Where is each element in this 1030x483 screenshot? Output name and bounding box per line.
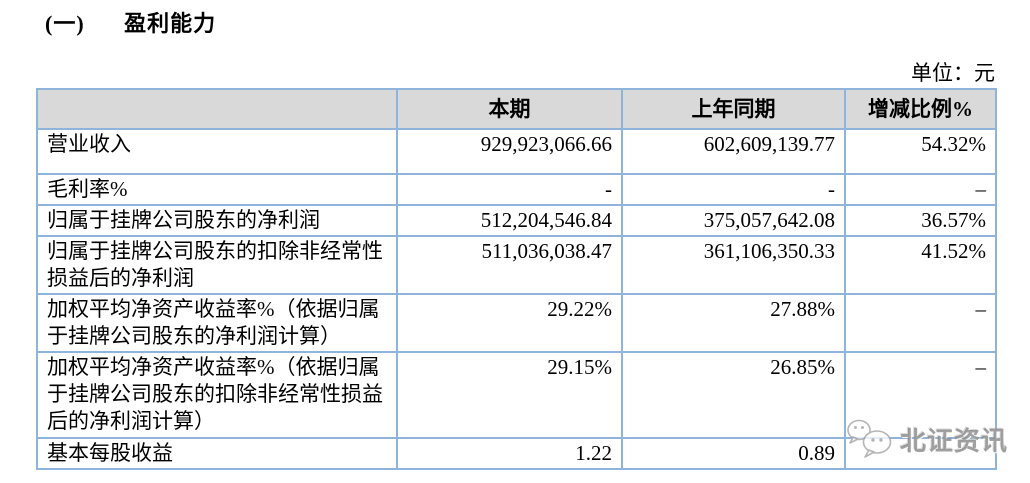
prior-period-cell: 375,057,642.08 bbox=[621, 204, 846, 237]
prior-period-cell: 26.85% bbox=[621, 351, 846, 439]
col-header-metric bbox=[36, 88, 398, 130]
current-period-cell: 29.15% bbox=[396, 351, 623, 439]
table-row: 归属于挂牌公司股东的扣除非经常性损益后的净利润 511,036,038.47 3… bbox=[36, 235, 997, 295]
table-header-row: 本期 上年同期 增减比例% bbox=[36, 88, 997, 130]
profitability-table: 本期 上年同期 增减比例% 营业收入 929,923,066.66 602,60… bbox=[36, 88, 997, 470]
col-header-change-ratio: 增减比例% bbox=[844, 88, 997, 130]
prior-period-cell: 602,609,139.77 bbox=[621, 128, 846, 175]
metric-label-cell: 加权平均净资产收益率%（依据归属于挂牌公司股东的净利润计算） bbox=[36, 293, 398, 353]
section-number: (一) bbox=[45, 11, 85, 36]
change-ratio-cell: – bbox=[844, 293, 997, 353]
change-ratio-cell: 54.32% bbox=[844, 128, 997, 175]
current-period-cell: 29.22% bbox=[396, 293, 623, 353]
current-period-cell: 511,036,038.47 bbox=[396, 235, 623, 295]
section-title-text: 盈利能力 bbox=[124, 11, 217, 36]
change-ratio-cell: 36.57% bbox=[844, 204, 997, 237]
current-period-cell: - bbox=[396, 173, 623, 206]
metric-label-cell: 归属于挂牌公司股东的扣除非经常性损益后的净利润 bbox=[36, 235, 398, 295]
metric-label-cell: 加权平均净资产收益率%（依据归属于挂牌公司股东的扣除非经常性损益后的净利润计算） bbox=[36, 351, 398, 439]
table-row: 加权平均净资产收益率%（依据归属于挂牌公司股东的净利润计算） 29.22% 27… bbox=[36, 293, 997, 353]
col-header-current-period: 本期 bbox=[396, 88, 623, 130]
metric-label-cell: 营业收入 bbox=[36, 128, 398, 175]
table-row: 营业收入 929,923,066.66 602,609,139.77 54.32… bbox=[36, 128, 997, 175]
current-period-cell: 1.22 bbox=[396, 437, 623, 470]
section-title: (一) 盈利能力 bbox=[45, 6, 216, 38]
current-period-cell: 512,204,546.84 bbox=[396, 204, 623, 237]
change-ratio-cell: – bbox=[844, 173, 997, 206]
table-row: 基本每股收益 1.22 0.89 bbox=[36, 437, 997, 470]
change-ratio-cell: – bbox=[844, 351, 997, 439]
current-period-cell: 929,923,066.66 bbox=[396, 128, 623, 175]
unit-label: 单位：元 bbox=[911, 61, 995, 85]
change-ratio-cell: 41.52% bbox=[844, 235, 997, 295]
table-row: 毛利率% - - – bbox=[36, 173, 997, 206]
metric-label-cell: 毛利率% bbox=[36, 173, 398, 206]
prior-period-cell: 0.89 bbox=[621, 437, 846, 470]
change-ratio-cell bbox=[844, 437, 997, 470]
table-row: 加权平均净资产收益率%（依据归属于挂牌公司股东的扣除非经常性损益后的净利润计算）… bbox=[36, 351, 997, 439]
prior-period-cell: - bbox=[621, 173, 846, 206]
col-header-prior-period: 上年同期 bbox=[621, 88, 846, 130]
prior-period-cell: 27.88% bbox=[621, 293, 846, 353]
metric-label-cell: 归属于挂牌公司股东的净利润 bbox=[36, 204, 398, 237]
table-row: 归属于挂牌公司股东的净利润 512,204,546.84 375,057,642… bbox=[36, 204, 997, 237]
prior-period-cell: 361,106,350.33 bbox=[621, 235, 846, 295]
metric-label-cell: 基本每股收益 bbox=[36, 437, 398, 470]
